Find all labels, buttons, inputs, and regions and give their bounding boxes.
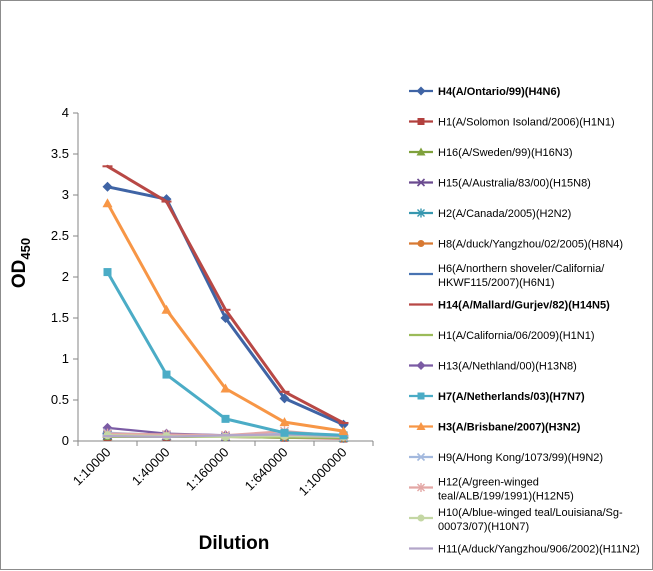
legend-label: H3(A/Brisbane/2007)(H3N2) <box>438 422 581 434</box>
legend-label: H11(A/duck/Yangzhou/906/2002)(H11N2) <box>438 544 640 556</box>
legend-item: H15(A/Australia/83/00)(H15N8) <box>409 178 591 190</box>
legend-item: H2(A/Canada/2005)(H2N2) <box>409 208 571 220</box>
data-marker <box>103 268 112 277</box>
legend-label: H1(A/Solomon Isoland/2006)(H1N1) <box>438 117 615 129</box>
data-marker <box>102 198 113 208</box>
data-marker <box>279 417 290 427</box>
data-marker <box>161 304 172 314</box>
data-marker <box>416 86 426 96</box>
data-marker <box>416 452 426 462</box>
x-tick-label: 1:160000 <box>183 445 232 494</box>
series-11 <box>103 268 348 440</box>
data-marker <box>417 392 425 400</box>
data-marker <box>279 393 290 404</box>
data-marker <box>416 361 426 370</box>
legend-item: H1(A/Solomon Isoland/2006)(H1N1) <box>409 117 615 129</box>
data-marker <box>102 181 113 192</box>
y-tick-label: 0 <box>62 433 69 448</box>
legend-label: H16(A/Sweden/99)(H16N3) <box>438 147 573 159</box>
data-marker <box>338 426 349 436</box>
y-axis-title: OD450 <box>9 238 33 288</box>
y-tick-label: 2.5 <box>51 228 69 243</box>
axes: 00.511.522.533.541:10000 1:40000 1:160000 1… <box>51 105 374 499</box>
legend-item: H10(A/blue-winged teal/Louisiana/Sg- 0007… <box>409 507 623 533</box>
legend-label: H13(A/Nethland/00)(H13N8) <box>438 361 577 373</box>
legend-item: H9(A/Hong Kong/1073/99)(H9N2) <box>409 452 603 464</box>
legend-item: H1(A/California/06/2009)(H1N1) <box>409 330 595 342</box>
y-tick-label: 1 <box>62 351 69 366</box>
data-marker <box>416 178 426 187</box>
data-marker <box>417 514 425 522</box>
legend-item: H7(A/Netherlands/03)(H7N7) <box>409 391 585 403</box>
legend-item: H11(A/duck/Yangzhou/906/2002)(H11N2) <box>409 544 640 556</box>
legend-label: H10(A/blue-winged teal/Louisiana/Sg- <box>438 507 623 519</box>
plot-area <box>102 164 349 443</box>
legend-label: H12(A/green-winged <box>438 477 539 489</box>
legend-label: H7(A/Netherlands/03)(H7N7) <box>438 391 585 403</box>
series-line <box>106 270 345 437</box>
legend: H4(A/Ontario/99)(H4N6) H1(A/Solomon Isola… <box>409 86 640 556</box>
legend-label: H14(A/Mallard/Gurjev/82)(H14N5) <box>438 300 610 312</box>
data-marker <box>416 422 426 430</box>
data-marker <box>162 370 171 379</box>
legend-label: H2(A/Canada/2005)(H2N2) <box>438 208 571 220</box>
y-tick-label: 2 <box>62 269 69 284</box>
legend-item: H13(A/Nethland/00)(H13N8) <box>409 361 577 373</box>
data-marker <box>417 240 425 247</box>
x-tick-label: 1:10000 <box>70 445 114 489</box>
data-marker <box>417 208 425 218</box>
legend-label: teal/ALB/199/1991)(H12N5) <box>438 491 574 503</box>
x-tick-label: 1:40000 <box>129 445 173 489</box>
y-tick-label: 3.5 <box>51 146 69 161</box>
legend-item: H8(A/duck/Yangzhou/02/2005)(H8N4) <box>409 239 623 251</box>
legend-item: H16(A/Sweden/99)(H16N3) <box>409 147 573 159</box>
legend-item: H3(A/Brisbane/2007)(H3N2) <box>409 422 581 434</box>
legend-item: H14(A/Mallard/Gurjev/82)(H14N5) <box>409 300 610 312</box>
x-axis-title: Dilution <box>199 533 270 554</box>
y-tick-label: 1.5 <box>51 310 69 325</box>
data-marker <box>221 414 230 423</box>
data-marker <box>280 428 289 437</box>
y-tick-label: 4 <box>62 105 69 120</box>
legend-label: H1(A/California/06/2009)(H1N1) <box>438 330 595 342</box>
x-tick-label: 1:640000 <box>242 445 291 494</box>
data-marker <box>220 383 231 393</box>
legend-label: 00073/07)(H10N7) <box>438 521 529 533</box>
series-8 <box>102 164 349 425</box>
data-marker <box>339 431 348 440</box>
x-tick-label: 1:1000000 <box>296 445 350 499</box>
legend-label: H8(A/duck/Yangzhou/02/2005)(H8N4) <box>438 239 623 251</box>
legend-label: H6(A/northern shoveler/California/ <box>438 263 605 275</box>
y-tick-label: 3 <box>62 187 69 202</box>
y-tick-label: 0.5 <box>51 392 69 407</box>
data-marker <box>417 483 425 492</box>
data-marker <box>417 118 425 125</box>
legend-item: H4(A/Ontario/99)(H4N6) <box>409 86 561 98</box>
series-12 <box>102 198 349 436</box>
legend-label: H15(A/Australia/83/00)(H15N8) <box>438 178 591 190</box>
legend-label: HKWF115/2007)(H6N1) <box>438 277 555 289</box>
legend-label: H9(A/Hong Kong/1073/99)(H9N2) <box>438 452 603 464</box>
legend-item: H12(A/green-winged teal/ALB/199/1991)(H12… <box>409 477 574 503</box>
legend-label: H4(A/Ontario/99)(H4N6) <box>438 86 561 98</box>
legend-item: H6(A/northern shoveler/California/HKWF11… <box>409 263 605 289</box>
data-marker <box>416 147 426 156</box>
